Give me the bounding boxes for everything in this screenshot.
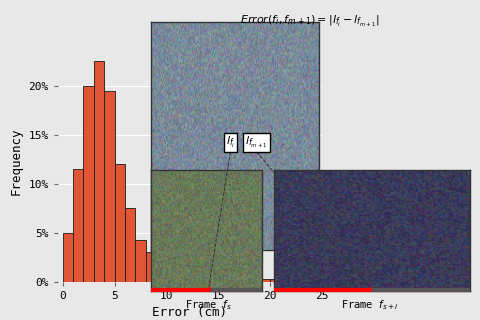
Bar <box>270 279 280 282</box>
Bar <box>239 278 249 282</box>
Bar <box>63 233 73 282</box>
Bar <box>145 252 156 282</box>
Bar <box>166 264 177 282</box>
Bar <box>228 277 239 282</box>
Bar <box>177 268 187 282</box>
Text: Frame $f_s$: Frame $f_s$ <box>185 298 232 312</box>
Bar <box>260 279 270 282</box>
Bar <box>115 164 125 282</box>
Text: $l_{f_i}$: $l_{f_i}$ <box>226 135 235 150</box>
Text: $l_{f_{m+1}}$: $l_{f_{m+1}}$ <box>245 135 268 150</box>
Bar <box>208 275 218 282</box>
Y-axis label: Frequency: Frequency <box>10 128 23 195</box>
Text: $Error(f_{i}, f_{m+1}) = |l_{f_i} - l_{f_{m+1}}|$: $Error(f_{i}, f_{m+1}) = |l_{f_i} - l_{f… <box>240 14 379 29</box>
Bar <box>94 61 104 282</box>
Bar <box>187 271 197 282</box>
Bar <box>135 240 145 282</box>
Bar <box>290 280 301 282</box>
Bar <box>218 276 228 282</box>
Bar <box>249 279 260 282</box>
Bar <box>104 91 115 282</box>
Bar <box>197 273 208 282</box>
Text: Frame $f_{s+i}$: Frame $f_{s+i}$ <box>341 298 398 312</box>
Bar <box>301 280 311 282</box>
Bar <box>84 86 94 282</box>
Bar <box>156 260 166 282</box>
Bar <box>73 169 84 282</box>
Bar <box>125 208 135 282</box>
X-axis label: Error (cm): Error (cm) <box>152 306 227 319</box>
Bar <box>280 280 290 282</box>
Bar <box>311 280 322 282</box>
